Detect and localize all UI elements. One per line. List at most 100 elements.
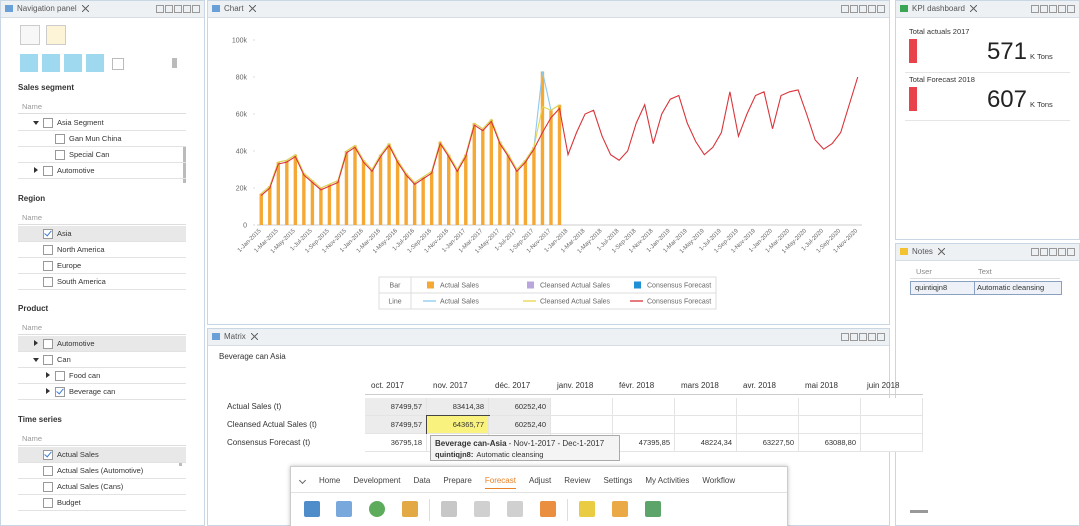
matrix-cell[interactable]: 63088,80 xyxy=(799,434,861,452)
expander[interactable] xyxy=(33,121,39,125)
matrix-cell[interactable] xyxy=(551,398,613,416)
tree-row[interactable]: Food can xyxy=(18,368,186,384)
matrix-cell[interactable] xyxy=(861,416,923,434)
close-button[interactable] xyxy=(969,5,977,12)
checkbox[interactable] xyxy=(55,386,65,397)
tree-row[interactable]: South America xyxy=(18,274,186,290)
checkbox[interactable] xyxy=(43,166,53,176)
matrix-cell[interactable] xyxy=(861,398,923,416)
checkbox[interactable] xyxy=(43,118,53,128)
tree-row[interactable]: North America xyxy=(18,242,186,258)
ribbon-button[interactable] xyxy=(336,501,352,517)
tree-row[interactable]: Actual Sales xyxy=(18,447,186,463)
close-button[interactable] xyxy=(250,333,258,340)
scrollbar[interactable] xyxy=(183,147,186,183)
filter-button[interactable] xyxy=(64,54,82,72)
filter-button[interactable] xyxy=(42,54,60,72)
ribbon-tab[interactable]: Settings xyxy=(603,476,633,485)
matrix-cell[interactable]: 87499,57 xyxy=(365,398,427,416)
window-button[interactable] xyxy=(859,333,867,341)
ribbon-button[interactable] xyxy=(507,501,523,517)
matrix-cell[interactable]: 63227,50 xyxy=(737,434,799,452)
checkbox[interactable] xyxy=(43,498,53,508)
ribbon-tab[interactable]: My Activities xyxy=(645,476,690,485)
checkbox[interactable] xyxy=(55,371,65,381)
matrix-cell[interactable] xyxy=(799,398,861,416)
expander[interactable] xyxy=(33,358,39,362)
window-button[interactable] xyxy=(1049,248,1057,256)
window-button[interactable] xyxy=(183,5,191,13)
window-button[interactable] xyxy=(877,5,885,13)
expander[interactable] xyxy=(34,340,38,346)
ribbon-button[interactable] xyxy=(474,501,490,517)
window-button[interactable] xyxy=(877,333,885,341)
grid-button[interactable] xyxy=(112,58,124,70)
tree-row[interactable]: Asia xyxy=(18,226,186,242)
tree-row[interactable]: Europe xyxy=(18,258,186,274)
ribbon-button[interactable] xyxy=(612,501,628,517)
window-button[interactable] xyxy=(841,333,849,341)
matrix-cell[interactable]: 60252,40 xyxy=(489,416,551,434)
ribbon-button[interactable] xyxy=(402,501,418,517)
window-button[interactable] xyxy=(156,5,164,13)
window-button[interactable] xyxy=(1067,248,1075,256)
matrix-cell[interactable] xyxy=(799,416,861,434)
tree-row[interactable]: Automotive xyxy=(18,336,186,352)
expander[interactable] xyxy=(46,372,50,378)
window-button[interactable] xyxy=(859,5,867,13)
window-button[interactable] xyxy=(868,5,876,13)
matrix-cell[interactable]: 64365,77 xyxy=(426,415,490,435)
matrix-cell[interactable] xyxy=(613,398,675,416)
window-button[interactable] xyxy=(841,5,849,13)
home-button[interactable] xyxy=(20,25,40,45)
checkbox[interactable] xyxy=(55,150,65,160)
checkbox[interactable] xyxy=(55,134,65,144)
matrix-cell[interactable]: 83414,38 xyxy=(427,398,489,416)
matrix-cell[interactable] xyxy=(613,416,675,434)
checkbox[interactable] xyxy=(43,339,53,349)
tree-row[interactable]: Automotive xyxy=(18,163,186,179)
ribbon-collapse[interactable] xyxy=(298,476,307,485)
tree-row[interactable]: Actual Sales (Cans) xyxy=(18,479,186,495)
ribbon-button[interactable] xyxy=(540,501,556,517)
matrix-cell[interactable] xyxy=(737,398,799,416)
checkbox[interactable] xyxy=(43,277,53,287)
pin-button[interactable] xyxy=(46,25,66,45)
ribbon-tab[interactable]: Data xyxy=(413,476,431,485)
matrix-cell[interactable]: 47395,85 xyxy=(613,434,675,452)
ribbon-tab[interactable]: Review xyxy=(564,476,591,485)
window-button[interactable] xyxy=(1031,248,1039,256)
close-button[interactable] xyxy=(81,5,89,12)
filter-button[interactable] xyxy=(20,54,38,72)
ribbon-tab[interactable]: Development xyxy=(353,476,401,485)
expander[interactable] xyxy=(46,388,50,394)
checkbox[interactable] xyxy=(43,228,53,239)
window-button[interactable] xyxy=(1058,5,1066,13)
matrix-cell[interactable] xyxy=(675,416,737,434)
close-button[interactable] xyxy=(248,5,256,12)
ribbon-tab[interactable]: Prepare xyxy=(443,476,472,485)
notes-row[interactable] xyxy=(910,281,1062,295)
expander[interactable] xyxy=(34,167,38,173)
ribbon-tab[interactable]: Workflow xyxy=(702,476,736,485)
window-button[interactable] xyxy=(174,5,182,13)
matrix-cell[interactable] xyxy=(675,398,737,416)
checkbox[interactable] xyxy=(43,466,53,476)
window-button[interactable] xyxy=(850,5,858,13)
matrix-cell[interactable]: 36795,18 xyxy=(365,434,427,452)
matrix-cell[interactable]: 48224,34 xyxy=(675,434,737,452)
matrix-cell[interactable] xyxy=(737,416,799,434)
ribbon-button[interactable] xyxy=(304,501,320,517)
tree-row[interactable]: Gan Mun China xyxy=(18,131,186,147)
window-button[interactable] xyxy=(1031,5,1039,13)
tree-row[interactable]: Can xyxy=(18,352,186,368)
window-button[interactable] xyxy=(1058,248,1066,256)
ribbon-button[interactable] xyxy=(441,501,457,517)
ribbon-button[interactable] xyxy=(579,501,595,517)
ribbon-tab[interactable]: Home xyxy=(319,476,341,485)
matrix-cell[interactable]: 60252,40 xyxy=(489,398,551,416)
checkbox[interactable] xyxy=(43,245,53,255)
matrix-cell[interactable] xyxy=(551,416,613,434)
matrix-cell[interactable] xyxy=(861,434,923,452)
tree-row[interactable]: Special Can xyxy=(18,147,186,163)
